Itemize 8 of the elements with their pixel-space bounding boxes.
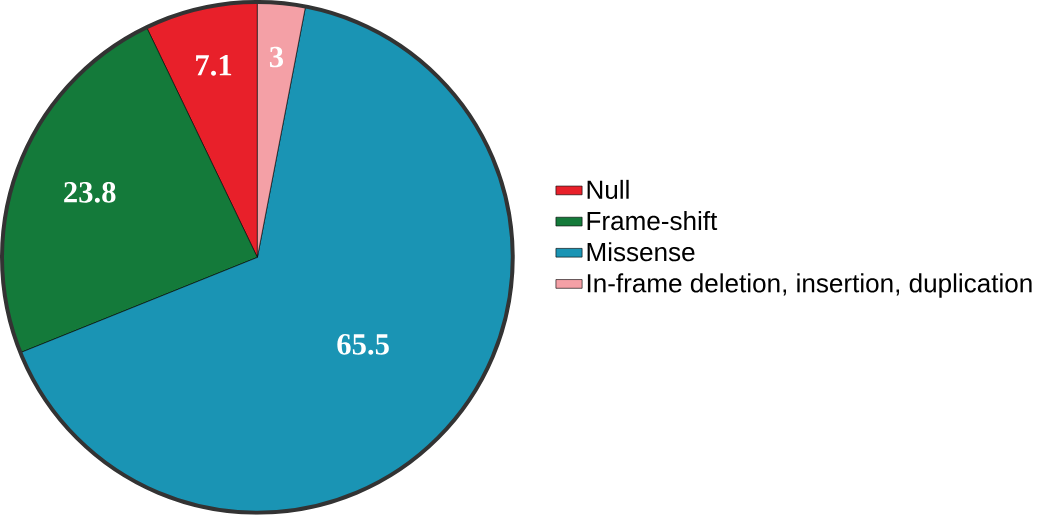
data-label: 3	[269, 46, 284, 68]
legend-label: Null	[587, 179, 629, 200]
legend-label: Missense	[587, 242, 695, 262]
data-label: 7.1	[196, 55, 232, 76]
data-label: 23.8	[64, 182, 116, 203]
legend-label: In-frame deletion, insertion, duplication	[587, 273, 1032, 298]
data-label: 65.5	[337, 334, 389, 355]
legend-label: Frame-shift	[587, 211, 718, 231]
